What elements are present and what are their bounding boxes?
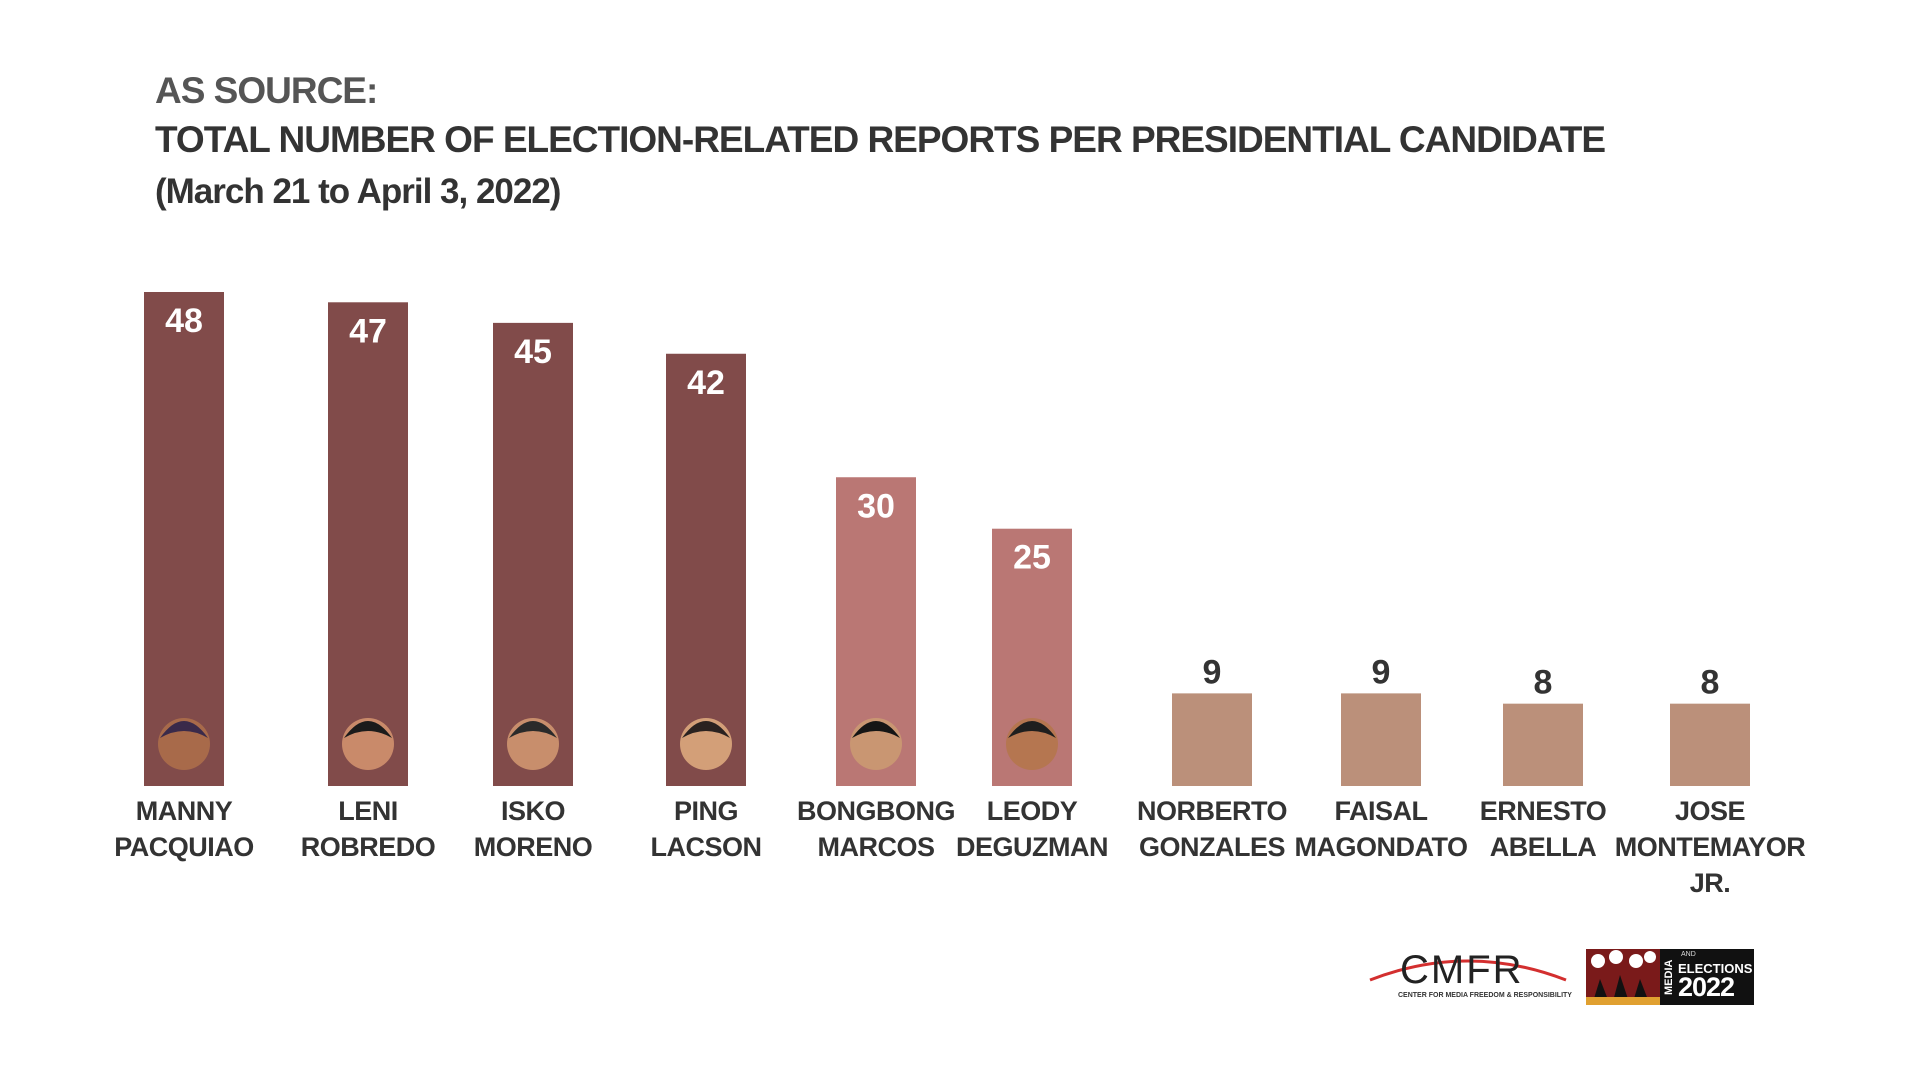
cmfr-wordmark: CMFR	[1400, 948, 1524, 992]
logo-media-text: MEDIA	[1663, 959, 1675, 995]
chart-subtitle: (March 21 to April 3, 2022)	[155, 172, 561, 211]
bar	[144, 292, 224, 786]
portrait-hair-icon	[344, 721, 392, 738]
bar	[328, 302, 408, 786]
logo-and-text: AND	[1681, 951, 1696, 958]
category-label: MAGONDATO	[1295, 832, 1468, 862]
portrait-hair-icon	[682, 721, 730, 738]
category-label: NORBERTO	[1137, 796, 1287, 826]
data-label: 8	[1534, 664, 1553, 702]
logo-year-text: 2022	[1678, 972, 1735, 1002]
data-label: 9	[1372, 653, 1391, 691]
portrait-hair-icon	[160, 721, 208, 738]
portrait-hair-icon	[509, 721, 557, 738]
category-label: JR.	[1690, 868, 1731, 898]
category-label: FAISAL	[1334, 796, 1427, 826]
category-label: LENI	[338, 796, 398, 826]
category-label: ROBREDO	[301, 832, 436, 862]
category-label: ISKO	[501, 796, 565, 826]
bar	[1670, 703, 1750, 786]
category-label: GONZALES	[1139, 832, 1285, 862]
bar	[493, 322, 573, 786]
data-label: 30	[857, 487, 895, 525]
bar	[1503, 703, 1583, 786]
data-label: 48	[165, 302, 203, 340]
media-elections-logo: MEDIA AND ELECTIONS 2022	[1586, 949, 1754, 1005]
bar	[666, 353, 746, 786]
microphones-icon	[1586, 949, 1660, 1005]
category-label: MANNY	[136, 796, 233, 826]
data-label: 47	[349, 312, 387, 350]
data-label: 25	[1013, 539, 1051, 577]
category-label: ABELLA	[1490, 832, 1597, 862]
portrait-hair-icon	[852, 721, 900, 738]
data-label: 42	[687, 364, 725, 402]
category-label: PING	[674, 796, 738, 826]
data-label: 8	[1701, 664, 1720, 702]
cmfr-swoosh-icon	[1369, 959, 1567, 982]
category-label: MORENO	[474, 832, 593, 862]
category-label: MARCOS	[818, 832, 935, 862]
category-label: PACQUIAO	[114, 832, 254, 862]
category-label: LACSON	[651, 832, 762, 862]
cmfr-logo: CMFR CENTER FOR MEDIA FREEDOM & RESPONSI…	[1368, 948, 1572, 1006]
category-label: JOSE	[1675, 796, 1745, 826]
cmfr-tagline: CENTER FOR MEDIA FREEDOM & RESPONSIBILIT…	[1398, 992, 1572, 999]
category-label: LEODY	[987, 796, 1078, 826]
logo-elections-text: ELECTIONS	[1678, 961, 1753, 976]
title-source: AS SOURCE:	[155, 70, 378, 111]
data-label: 9	[1203, 653, 1222, 691]
category-label: DEGUZMAN	[956, 832, 1108, 862]
bar	[1341, 693, 1421, 786]
bar	[1172, 693, 1252, 786]
category-label: ERNESTO	[1480, 796, 1607, 826]
chart-title: TOTAL NUMBER OF ELECTION-RELATED REPORTS…	[155, 119, 1606, 160]
data-label: 45	[514, 333, 552, 371]
category-label: MONTEMAYOR	[1615, 832, 1806, 862]
category-label: BONGBONG	[797, 796, 955, 826]
portrait-hair-icon	[1008, 721, 1056, 738]
